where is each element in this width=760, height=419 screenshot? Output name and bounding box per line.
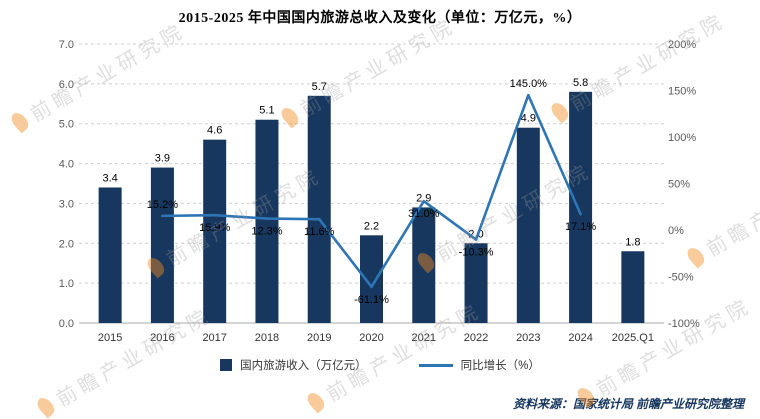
left-axis-tick: 3.0 (59, 198, 74, 210)
right-axis-tick: 100% (668, 132, 696, 144)
x-axis-label: 2015 (98, 332, 122, 344)
bar-2023 (516, 127, 540, 323)
x-axis-label: 2025.Q1 (612, 332, 654, 344)
line-value-label: 15.9% (199, 222, 230, 234)
left-axis-tick: 6.0 (59, 79, 74, 91)
bar-2015 (98, 187, 122, 323)
right-axis-tick: 50% (668, 179, 690, 191)
left-axis-tick: 2.0 (59, 238, 74, 250)
line-value-label: 11.6% (304, 226, 335, 238)
chart-title: 2015-2025 年中国国内旅游总收入及变化（单位：万亿元，%） (178, 11, 582, 26)
right-axis-tick: -50% (668, 272, 694, 284)
bar-value-label: 5.7 (312, 81, 327, 93)
bar-2017 (203, 139, 227, 323)
line-value-label: 31.0% (408, 208, 439, 220)
source-note: 资料来源：国家统计局 前瞻产业研究院整理 (512, 397, 744, 411)
legend-item-revenue: 国内旅游收入（万亿元） (220, 357, 367, 373)
line-value-label: -10.3% (459, 247, 494, 259)
line-value-label: 145.0% (510, 78, 548, 90)
right-axis-tick: 200% (668, 39, 696, 51)
line-value-label: 17.1% (565, 221, 596, 233)
x-axis-label: 2022 (464, 332, 488, 344)
legend: 国内旅游收入（万亿元） 同比增长（%） (0, 357, 760, 373)
left-axis-tick: 7.0 (59, 39, 74, 51)
line-value-label: -61.1% (354, 294, 389, 306)
growth-line (161, 93, 582, 289)
x-axis-label: 2020 (359, 332, 383, 344)
bar-value-label: 4.6 (207, 125, 222, 137)
bar-2025.Q1 (621, 251, 645, 323)
bar-value-label: 3.9 (155, 153, 170, 165)
x-axis-label: 2021 (412, 332, 436, 344)
x-axis-label: 2024 (568, 332, 592, 344)
x-axis-label: 2019 (307, 332, 331, 344)
bar-value-label: 2.2 (364, 220, 379, 232)
x-axis-label: 2023 (516, 332, 540, 344)
x-axis-label: 2018 (255, 332, 279, 344)
left-axis-tick: 5.0 (59, 119, 74, 131)
left-axis-tick: 4.0 (59, 159, 74, 171)
bar-2022 (464, 243, 488, 323)
bar-2021 (412, 207, 436, 323)
bar-2019 (307, 95, 331, 323)
bar-2024 (569, 91, 593, 323)
bar-2016 (150, 167, 174, 323)
left-axis-tick: 0.0 (59, 318, 74, 330)
legend-item-growth: 同比增长（%） (418, 357, 540, 373)
bar-value-label: 4.9 (521, 113, 536, 125)
right-axis-tick: 0% (668, 225, 684, 237)
x-axis-label: 2017 (202, 332, 226, 344)
bar-value-label: 5.8 (573, 77, 588, 89)
x-axis-label: 2016 (150, 332, 174, 344)
bar-2018 (255, 119, 279, 323)
bar-value-label: 2.9 (416, 192, 431, 204)
legend-label-revenue: 国内旅游收入（万亿元） (240, 360, 367, 372)
right-axis-tick: 150% (668, 86, 696, 98)
bar-value-label: 3.4 (102, 172, 117, 184)
left-axis-tick: 1.0 (59, 278, 74, 290)
bar-value-label: 1.8 (625, 236, 640, 248)
line-value-label: 12.3% (251, 226, 282, 238)
legend-label-growth: 同比增长（%） (460, 360, 540, 372)
bar-2020 (360, 235, 383, 323)
bar-swatch-icon (220, 359, 233, 371)
right-axis-tick: -100% (668, 318, 700, 330)
bar-value-label: 5.1 (259, 105, 274, 117)
line-value-label: 15.2% (147, 199, 178, 211)
line-swatch-icon (418, 363, 453, 367)
